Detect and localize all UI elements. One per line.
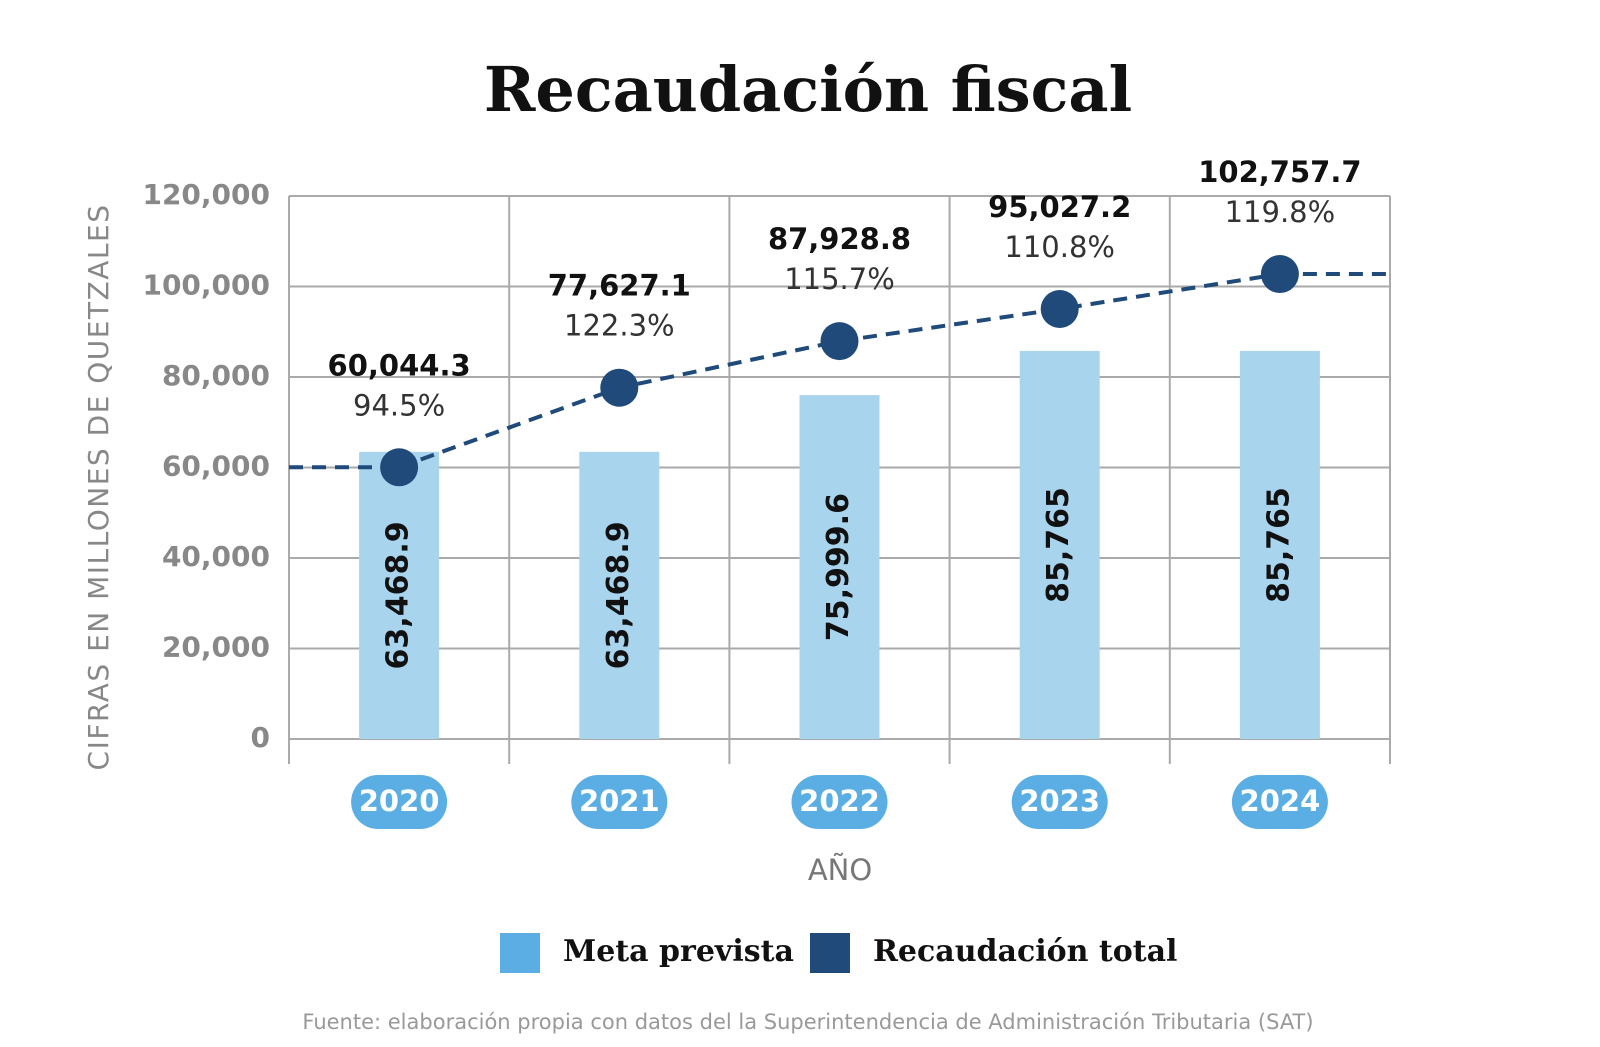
x-axis-label: AÑO [808, 853, 872, 887]
percent-label: 115.7% [784, 262, 895, 296]
percent-label: 122.3% [564, 309, 675, 343]
line-point [820, 322, 859, 361]
percent-label: 94.5% [353, 388, 445, 422]
y-tick-label: 20,000 [162, 631, 270, 664]
x-tick-label: 2021 [579, 784, 660, 818]
y-tick-label: 120,000 [142, 178, 270, 211]
legend-swatch [500, 933, 540, 973]
line-value-label: 95,027.2 [988, 190, 1131, 224]
y-axis-label: CIFRAS EN MILLONES DE QUETZALES [82, 204, 115, 771]
bar-value-label: 63,468.9 [381, 521, 416, 669]
category-pill [791, 775, 888, 829]
bar-value-label: 75,999.6 [821, 493, 856, 641]
chart-title: Recaudación fiscal [484, 53, 1132, 126]
y-tick-label: 60,000 [162, 450, 270, 483]
line-point [600, 368, 639, 407]
line-value-label: 102,757.7 [1198, 155, 1361, 189]
line-value-label: 60,044.3 [328, 348, 471, 382]
bar [1019, 350, 1100, 739]
bar [359, 451, 440, 739]
y-tick-label: 80,000 [162, 359, 270, 392]
category-pill [351, 775, 448, 829]
percent-label: 110.8% [1004, 230, 1115, 264]
bar-value-label: 85,765 [1261, 487, 1296, 603]
category-pill [1231, 775, 1328, 829]
line-point [1040, 290, 1079, 329]
legend-label: Meta prevista [563, 934, 794, 969]
line-extension [289, 272, 1390, 470]
category-pill [571, 775, 668, 829]
y-tick-label: 100,000 [142, 269, 270, 302]
x-tick-label: 2024 [1240, 784, 1321, 818]
bar [579, 451, 660, 739]
line-value-label: 87,928.8 [768, 222, 911, 256]
y-tick-label: 40,000 [162, 540, 270, 573]
percent-label: 119.8% [1225, 195, 1336, 229]
legend-swatch [810, 933, 850, 973]
line-value-label: 77,627.1 [548, 269, 691, 303]
x-tick-label: 2022 [799, 784, 880, 818]
bar-value-label: 63,468.9 [601, 521, 636, 669]
bar [1239, 350, 1320, 739]
y-tick-label: 0 [251, 721, 270, 754]
bar [799, 395, 880, 739]
x-tick-label: 2023 [1019, 784, 1100, 818]
legend-label: Recaudación total [873, 934, 1177, 969]
source-note: Fuente: elaboración propia con datos del… [302, 1010, 1313, 1034]
category-pill [1011, 775, 1108, 829]
line-point [1260, 255, 1299, 294]
x-tick-label: 2020 [359, 784, 440, 818]
bar-value-label: 85,765 [1041, 487, 1076, 603]
line-point [380, 448, 419, 487]
